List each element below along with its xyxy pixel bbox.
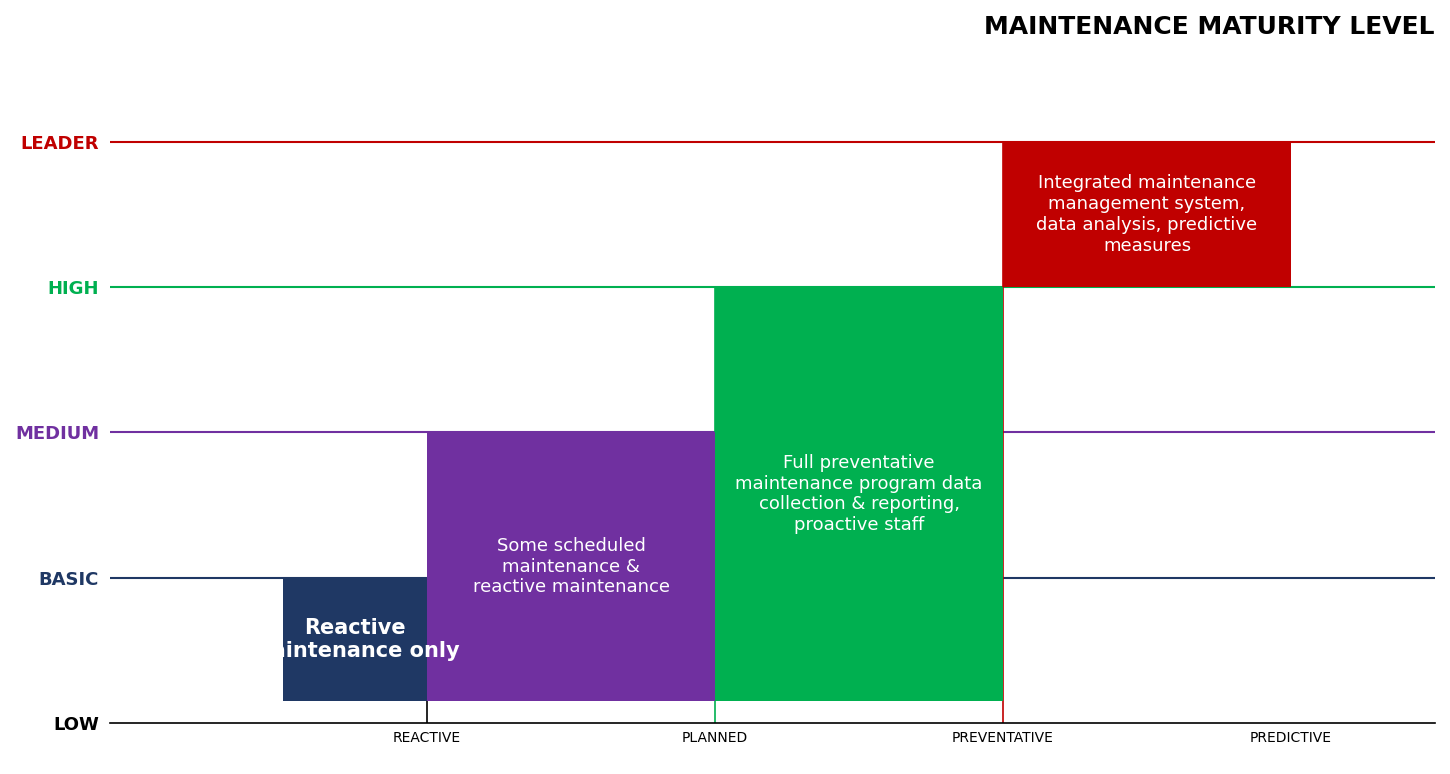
Text: Full preventative
maintenance program data
collection & reporting,
proactive sta: Full preventative maintenance program da… [735, 454, 983, 534]
Bar [428, 433, 715, 701]
Bar [1003, 142, 1290, 287]
Text: Integrated maintenance
management system,
data analysis, predictive
measures: Integrated maintenance management system… [1037, 174, 1257, 255]
Bar [715, 287, 1003, 701]
Text: MAINTENANCE MATURITY LEVEL: MAINTENANCE MATURITY LEVEL [985, 15, 1436, 39]
Bar [283, 577, 428, 701]
Text: Reactive
maintenance only: Reactive maintenance only [251, 618, 460, 661]
Text: Some scheduled
maintenance &
reactive maintenance: Some scheduled maintenance & reactive ma… [473, 537, 670, 597]
